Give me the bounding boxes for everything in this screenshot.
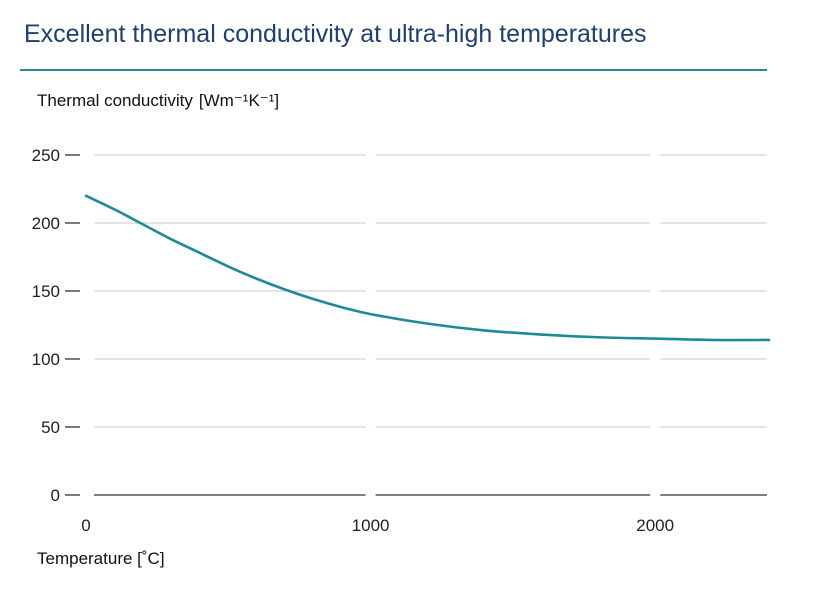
y-axis-label-text: Thermal conductivity xyxy=(37,91,193,110)
x-tick-label: 0 xyxy=(81,516,90,535)
y-axis-label: Thermal conductivity [Wm⁻¹K⁻¹] xyxy=(37,91,279,111)
series-layer xyxy=(84,194,771,342)
series-line xyxy=(84,194,771,342)
x-axis-ticks: 0 1000 2000 xyxy=(81,516,674,535)
y-axis-ticks: 0 50 100 150 200 250 xyxy=(32,146,80,505)
y-tick-label: 250 xyxy=(32,146,60,165)
x-tick-label: 2000 xyxy=(636,516,674,535)
y-tick-label: 200 xyxy=(32,214,60,233)
y-tick-label: 50 xyxy=(41,418,60,437)
y-tick-label: 100 xyxy=(32,350,60,369)
y-tick-label: 0 xyxy=(51,486,60,505)
title-divider xyxy=(20,69,767,71)
y-tick-label: 150 xyxy=(32,282,60,301)
x-axis-label: Temperature [˚C] xyxy=(37,549,165,568)
x-tick-label: 1000 xyxy=(352,516,390,535)
grid-lines xyxy=(94,154,767,496)
chart-title: Excellent thermal conductivity at ultra-… xyxy=(24,20,647,48)
y-axis-unit: [Wm⁻¹K⁻¹] xyxy=(198,91,280,110)
